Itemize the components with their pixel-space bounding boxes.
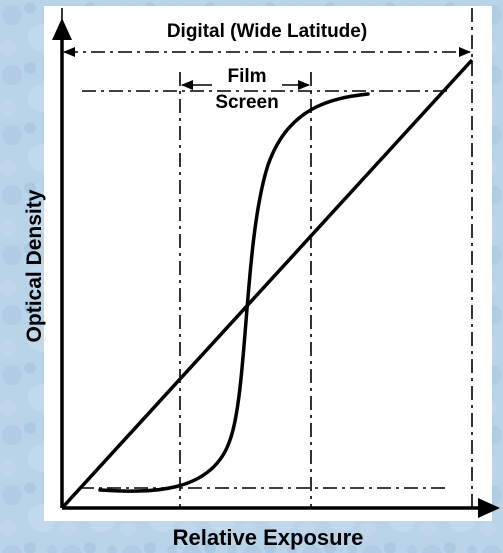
diagram-panel xyxy=(44,6,492,521)
x-axis-arrowhead xyxy=(478,498,500,518)
digital-response-line xyxy=(60,58,474,510)
digital-range-label: Digital (Wide Latitude) xyxy=(167,21,367,42)
film-label-line2: Screen xyxy=(215,92,278,113)
film-screen-sigmoid-curve xyxy=(98,92,370,493)
y-axis-label: Optical Density xyxy=(23,189,46,342)
y-axis-arrowhead xyxy=(52,18,72,40)
x-axis-label: Relative Exposure xyxy=(173,525,364,550)
film-label-line1: Film xyxy=(227,66,266,87)
